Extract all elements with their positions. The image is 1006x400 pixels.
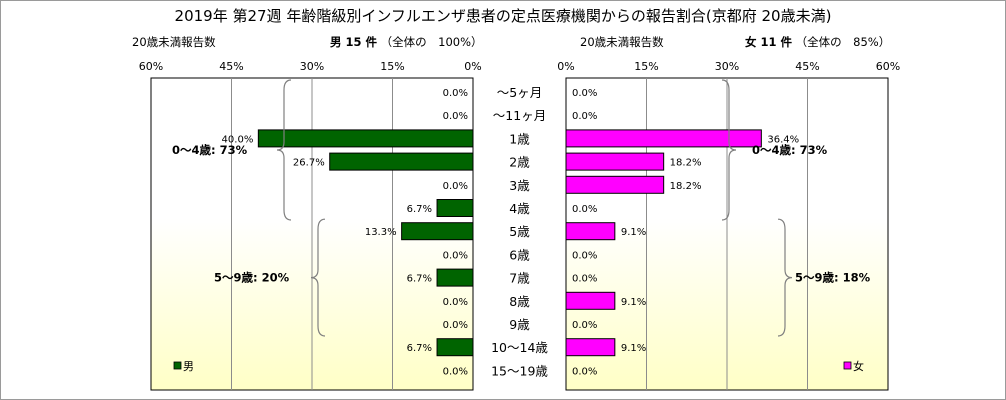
category-label: 2歳 — [509, 155, 530, 170]
female-data-label: 0.0% — [572, 250, 597, 261]
female-0-4-annotation: 0～4歳: 73% — [752, 143, 828, 157]
male-data-label: 0.0% — [443, 366, 468, 377]
category-label: 9歳 — [509, 317, 530, 332]
category-label: 6歳 — [509, 247, 530, 262]
category-label: 7歳 — [509, 271, 530, 286]
female-0-4-bracket — [721, 79, 737, 221]
category-label: ～5ヶ月 — [497, 85, 542, 100]
male-data-label: 0.0% — [443, 250, 468, 261]
male-share-label: （全体の 100%） — [380, 35, 483, 49]
male-legend-label: 男 — [183, 360, 194, 373]
female-tick-label: 30% — [715, 60, 739, 73]
female-legend-label: 女 — [853, 359, 864, 373]
male-bar — [436, 199, 474, 217]
female-tick-label: 0% — [557, 60, 574, 73]
female-tick-label: 45% — [795, 60, 819, 73]
female-5-9-annotation: 5～9歳: 18% — [795, 271, 871, 285]
male-bar — [329, 152, 474, 171]
female-data-label: 18.2% — [670, 181, 702, 192]
male-tick-label: 45% — [219, 60, 243, 73]
female-bar — [565, 222, 616, 241]
male-header: 男 15 件 （全体の 100%） — [330, 34, 483, 50]
female-data-label: 36.4% — [767, 134, 799, 145]
female-bar — [565, 338, 616, 357]
female-bar — [565, 152, 665, 171]
female-data-label: 9.1% — [621, 297, 646, 308]
male-bar — [436, 338, 474, 357]
male-data-label: 26.7% — [293, 158, 325, 169]
female-data-label: 0.0% — [572, 366, 597, 377]
female-legend-swatch — [843, 361, 852, 370]
male-legend-swatch — [173, 361, 182, 370]
male-tick-label: 0% — [464, 60, 481, 73]
female-5-9-bracket — [777, 218, 793, 337]
category-label: 5歳 — [509, 224, 530, 239]
left-axis-title: 20歳未満報告数 — [132, 35, 216, 49]
male-data-label: 0.0% — [443, 111, 468, 122]
category-label: 3歳 — [509, 178, 530, 193]
female-bar — [565, 129, 762, 148]
category-label: ～11ヶ月 — [493, 108, 546, 123]
female-data-label: 9.1% — [621, 343, 646, 354]
category-label: 15～19歳 — [491, 363, 548, 378]
male-data-label: 6.7% — [407, 343, 432, 354]
male-data-label: 40.0% — [222, 134, 254, 145]
female-data-label: 9.1% — [621, 227, 646, 238]
male-data-label: 6.7% — [407, 274, 432, 285]
category-label: 10～14歳 — [491, 340, 548, 355]
male-bar — [401, 222, 474, 241]
female-tick-label: 60% — [876, 60, 900, 73]
female-tick-label: 15% — [634, 60, 658, 73]
female-bar — [565, 175, 665, 194]
right-axis-title: 20歳未満報告数 — [580, 35, 664, 49]
male-data-label: 0.0% — [443, 320, 468, 331]
male-data-label: 0.0% — [443, 297, 468, 308]
male-count-label: 男 15 件 — [330, 35, 378, 49]
male-tick-label: 60% — [139, 60, 163, 73]
male-0-4-annotation: 0～4歳: 73% — [172, 143, 248, 157]
male-bar — [257, 129, 474, 148]
category-label: 1歳 — [509, 131, 530, 146]
male-5-9-bracket — [310, 218, 326, 337]
male-5-9-annotation: 5～9歳: 20% — [214, 271, 290, 285]
female-data-label: 0.0% — [572, 111, 597, 122]
male-data-label: 13.3% — [365, 227, 397, 238]
category-label: 4歳 — [509, 201, 530, 216]
category-label: 8歳 — [509, 294, 530, 309]
female-data-label: 0.0% — [572, 88, 597, 99]
male-0-4-bracket — [276, 79, 292, 221]
male-bar — [436, 268, 474, 287]
female-data-label: 18.2% — [670, 158, 702, 169]
male-tick-label: 15% — [380, 60, 404, 73]
male-data-label: 0.0% — [443, 88, 468, 99]
male-tick-label: 30% — [300, 60, 324, 73]
female-data-label: 0.0% — [572, 320, 597, 331]
female-share-label: （全体の 85%） — [795, 35, 891, 49]
female-data-label: 0.0% — [572, 204, 597, 215]
female-data-label: 0.0% — [572, 274, 597, 285]
female-header: 女 11 件 （全体の 85%） — [745, 34, 890, 50]
female-count-label: 女 11 件 — [745, 35, 793, 49]
male-data-label: 6.7% — [407, 204, 432, 215]
female-bar — [565, 291, 616, 310]
male-data-label: 0.0% — [443, 181, 468, 192]
chart-title: 2019年 第27週 年齢階級別インフルエンザ患者の定点医療機関からの報告割合(… — [174, 7, 832, 25]
